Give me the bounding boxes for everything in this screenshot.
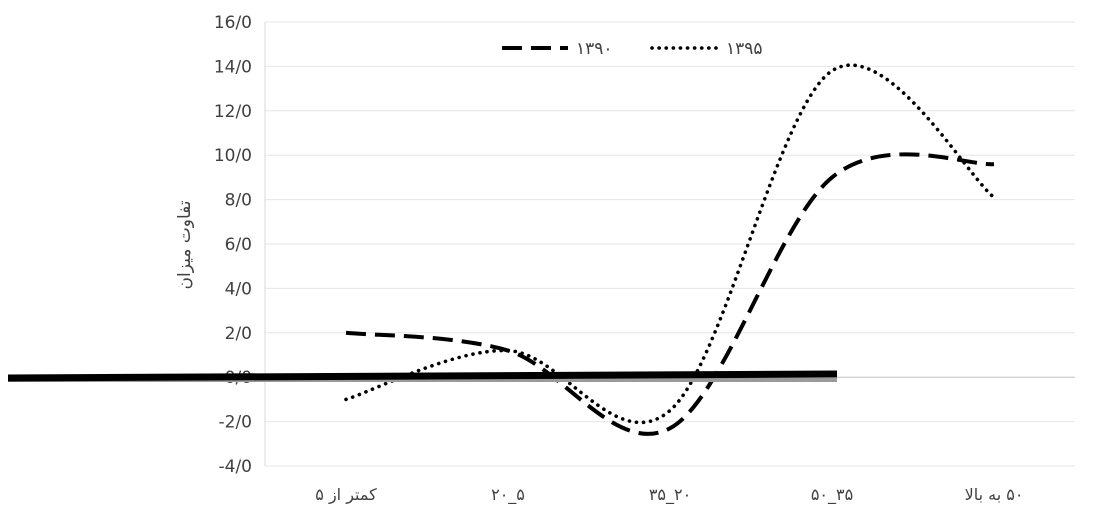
- y-tick-label: 6/0: [225, 235, 252, 255]
- series-line-0: [345, 152, 995, 436]
- y-tick-labels: -4/0-2/00/02/04/06/08/010/012/014/016/0: [214, 13, 252, 477]
- legend-label-1: ۱۳۹۵: [726, 39, 763, 59]
- y-tick-label: -4/0: [219, 457, 253, 477]
- y-tick-label: 10/0: [214, 146, 252, 166]
- y-tick-label: 2/0: [225, 324, 252, 344]
- x-tick-label: ۵_۲۰: [491, 485, 525, 505]
- y-tick-label: 12/0: [214, 102, 252, 122]
- baseline-overlay: [7, 370, 838, 382]
- y-tick-label: -2/0: [219, 413, 253, 433]
- x-tick-label: کمتر از ۵: [315, 485, 377, 505]
- y-axis-label: تفاوت میزان: [175, 200, 195, 289]
- x-tick-label: ۳۵_۵۰: [811, 485, 853, 505]
- y-tick-label: 16/0: [214, 13, 252, 33]
- series-lines: [344, 63, 996, 436]
- y-tick-label: 14/0: [214, 57, 252, 77]
- x-tick-labels: کمتر از ۵ ۵_۲۰ ۲۰_۳۵ ۳۵_۵۰ ۵۰ به بالا: [315, 485, 1023, 505]
- x-tick-label: ۲۰_۳۵: [649, 485, 691, 505]
- series-line-1: [344, 63, 996, 425]
- legend: ۱۳۹۰ ۱۳۹۵: [502, 39, 763, 59]
- y-tick-label: 4/0: [225, 279, 252, 299]
- x-tick-label: ۵۰ به بالا: [965, 485, 1024, 504]
- y-tick-label: 8/0: [225, 191, 252, 211]
- legend-label-0: ۱۳۹۰: [576, 39, 613, 59]
- gridlines: [265, 21, 1075, 467]
